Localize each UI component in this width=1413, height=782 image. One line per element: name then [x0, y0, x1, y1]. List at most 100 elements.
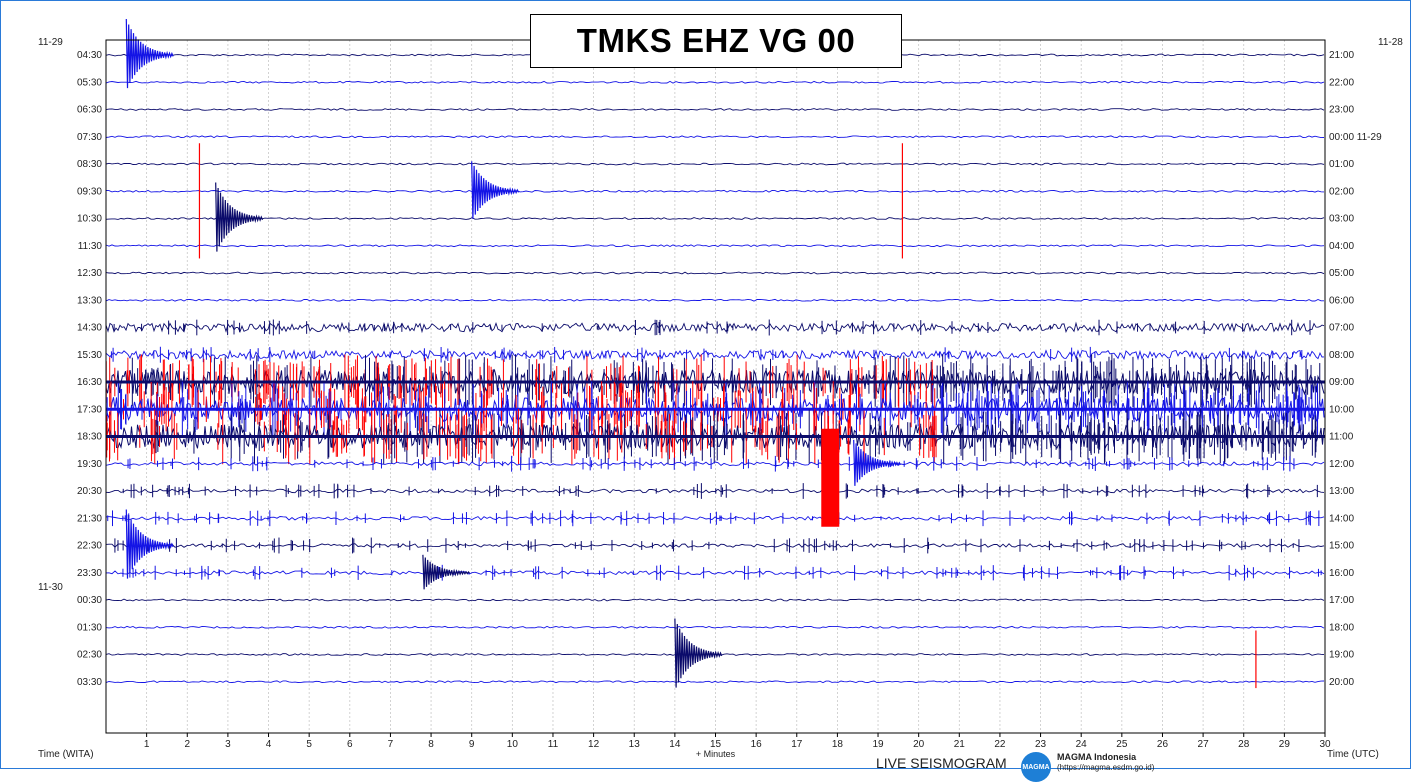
x-tick-label: 26 — [1157, 739, 1169, 750]
x-tick-label: 19 — [872, 739, 884, 750]
x-tick-label: 13 — [629, 739, 641, 750]
row-label-wita: 06:30 — [77, 105, 102, 116]
x-tick-label: 17 — [791, 739, 803, 750]
x-tick-label: 23 — [1035, 739, 1047, 750]
row-label-wita: 10:30 — [77, 214, 102, 225]
trace-row — [105, 189, 1325, 193]
row-label-wita: 07:30 — [77, 132, 102, 143]
trace-row — [105, 488, 1325, 494]
row-label-utc: 12:00 — [1329, 459, 1354, 470]
event-block — [821, 428, 840, 527]
trace-row — [105, 162, 1325, 166]
x-tick-label: 28 — [1238, 739, 1250, 750]
right-axis-label: Time (UTC) — [1327, 749, 1379, 760]
row-label-utc: 20:00 — [1329, 677, 1354, 688]
x-tick-label: 30 — [1319, 739, 1331, 750]
trace-row — [105, 625, 1325, 629]
trace-row — [105, 244, 1325, 248]
trace-row — [105, 321, 1325, 334]
row-label-wita: 17:30 — [77, 404, 102, 415]
row-label-utc: 22:00 — [1329, 77, 1354, 88]
row-label-wita: 20:30 — [77, 486, 102, 497]
event-burst — [674, 618, 723, 688]
magma-logo: MAGMA — [1021, 752, 1051, 782]
chart-title-box: TMKS EHZ VG 00 — [530, 14, 902, 68]
chart-title: TMKS EHZ VG 00 — [576, 22, 856, 59]
date-label-left: 11-29 — [38, 37, 63, 48]
x-tick-label: 14 — [669, 739, 681, 750]
row-label-utc: 14:00 — [1329, 513, 1354, 524]
trace-row — [105, 298, 1324, 302]
row-label-utc: 07:00 — [1329, 323, 1354, 334]
x-tick-label: 2 — [184, 739, 190, 750]
row-label-wita: 08:30 — [77, 159, 102, 170]
row-label-wita: 21:30 — [77, 513, 102, 524]
row-label-wita: 12:30 — [77, 268, 102, 279]
x-tick-label: 21 — [954, 739, 966, 750]
row-label-utc: 16:00 — [1329, 568, 1354, 579]
x-tick-label: 9 — [469, 739, 475, 750]
row-label-wita: 01:30 — [77, 622, 102, 633]
row-label-wita: 09:30 — [77, 186, 102, 197]
live-seismogram-label: LIVE SEISMOGRAM — [876, 755, 1007, 771]
x-tick-label: 3 — [225, 739, 231, 750]
row-label-utc: 11:00 — [1329, 432, 1354, 443]
row-label-utc: 17:00 — [1329, 595, 1354, 606]
row-label-wita: 14:30 — [77, 323, 102, 334]
x-axis-label: + Minutes — [696, 749, 736, 759]
trace-row — [105, 271, 1325, 275]
row-label-wita: 13:30 — [77, 295, 102, 306]
x-tick-label: 25 — [1116, 739, 1128, 750]
x-tick-label: 18 — [832, 739, 844, 750]
row-label-utc: 23:00 — [1329, 105, 1354, 116]
event-burst — [471, 161, 520, 219]
row-label-utc: 13:00 — [1329, 486, 1354, 497]
row-label-utc: 06:00 — [1329, 295, 1354, 306]
row-label-wita: 03:30 — [77, 677, 102, 688]
date-label-right: 11-28 — [1378, 37, 1403, 48]
row-label-utc: 10:00 — [1329, 404, 1354, 415]
row-label-wita: 23:30 — [77, 568, 102, 579]
org-url[interactable]: (https://magma.esdm.go.id) — [1057, 763, 1155, 772]
x-tick-label: 15 — [710, 739, 722, 750]
row-label-wita: 11:30 — [78, 241, 103, 252]
row-label-utc: 02:00 — [1329, 186, 1354, 197]
trace-row — [105, 108, 1325, 111]
x-tick-label: 6 — [347, 739, 353, 750]
event-layer — [125, 18, 1257, 689]
x-tick-label: 29 — [1279, 739, 1291, 750]
x-tick-label: 8 — [428, 739, 434, 750]
event-burst — [853, 439, 902, 486]
row-label-wita: 04:30 — [77, 50, 102, 61]
x-tick-label: 16 — [751, 739, 763, 750]
x-tick-label: 4 — [266, 739, 272, 750]
x-tick-label: 27 — [1198, 739, 1210, 750]
row-label-utc: 08:00 — [1329, 350, 1354, 361]
grid-layer — [146, 40, 1285, 733]
row-label-utc: 01:00 — [1329, 159, 1354, 170]
trace-row — [105, 543, 1325, 548]
row-label-wita: 05:30 — [77, 77, 102, 88]
x-tick-label: 10 — [507, 739, 519, 750]
trace-layer — [105, 53, 1325, 684]
row-label-utc: 21:00 — [1329, 50, 1354, 61]
row-label-utc: 18:00 — [1329, 622, 1354, 633]
row-label-wita: 00:30 — [77, 595, 102, 606]
x-tick-label: 12 — [588, 739, 600, 750]
event-burst — [125, 18, 174, 89]
date-label-left: 11-30 — [38, 582, 63, 593]
row-label-wita: 18:30 — [77, 432, 102, 443]
row-label-utc: 15:00 — [1329, 541, 1354, 552]
x-tick-label: 11 — [548, 739, 559, 750]
trace-row — [105, 598, 1325, 602]
trace-row — [105, 348, 1325, 361]
x-tick-label: 20 — [913, 739, 925, 750]
org-name: MAGMA Indonesia — [1057, 752, 1137, 762]
row-label-wita: 02:30 — [77, 650, 102, 661]
row-label-wita: 22:30 — [77, 541, 102, 552]
trace-row — [105, 135, 1325, 139]
row-label-utc: 19:00 — [1329, 650, 1354, 661]
x-tick-label: 24 — [1076, 739, 1088, 750]
